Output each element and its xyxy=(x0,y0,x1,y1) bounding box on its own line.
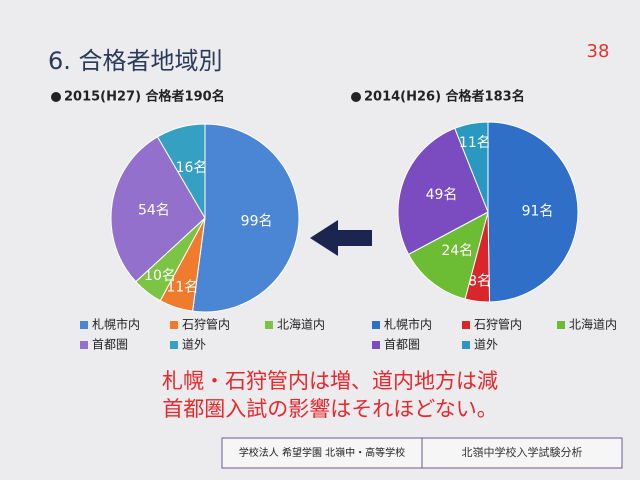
footer-school: 学校法人 希望学園 北嶺中・高等学校 xyxy=(239,446,405,459)
legend-swatch xyxy=(462,341,470,349)
legend-label: 首都圏 xyxy=(92,338,128,352)
legend-swatch xyxy=(80,341,88,349)
footer-box xyxy=(421,437,623,469)
legend-swatch xyxy=(170,341,178,349)
pie-slice xyxy=(110,136,206,283)
legend-swatch xyxy=(80,321,88,329)
legend-swatch xyxy=(557,321,565,329)
legend-label: 石狩管内 xyxy=(474,317,522,332)
pie-slice xyxy=(487,121,579,303)
footer-box xyxy=(221,437,423,469)
conclusion: 首都圏入試の影響はそれほどない。 xyxy=(162,397,498,421)
pie-slice xyxy=(454,121,489,213)
title-bullet xyxy=(351,92,361,102)
data-label: 8名 xyxy=(468,274,491,290)
legend-label: 北海道内 xyxy=(277,317,325,332)
pie-slice xyxy=(156,123,206,220)
legend-swatch xyxy=(372,341,380,349)
slide-title: 6. 合格者地域別 xyxy=(48,47,223,75)
legend-label: 首都圏 xyxy=(384,338,420,352)
legend-swatch xyxy=(265,321,273,329)
data-label: 99名 xyxy=(241,213,273,229)
footer-note: 北嶺中学校入学試験分析 xyxy=(462,445,583,459)
data-label: 54名 xyxy=(138,202,170,218)
data-label: 49名 xyxy=(426,187,458,203)
chart-title: 2014(H26) 合格者183名 xyxy=(364,89,525,105)
chart-title: 2015(H27) 合格者190名 xyxy=(64,89,225,105)
legend-label: 石狩管内 xyxy=(182,317,230,332)
page-number: 38 xyxy=(587,41,610,62)
pie-slice xyxy=(397,127,489,255)
legend-label: 札幌市内 xyxy=(384,317,432,332)
data-label: 91名 xyxy=(522,204,554,220)
legend-swatch xyxy=(372,321,380,329)
data-label: 10名 xyxy=(144,268,176,284)
pie-slice xyxy=(192,123,300,313)
title-bullet xyxy=(51,92,61,102)
data-label: 11名 xyxy=(166,280,198,296)
legend-label: 道外 xyxy=(474,338,498,352)
legend-label: 札幌市内 xyxy=(92,317,140,332)
legend-swatch xyxy=(462,321,470,329)
legend-label: 北海道内 xyxy=(569,317,617,332)
arrow xyxy=(310,220,372,256)
conclusion: 札幌・石狩管内は増、道内地方は減 xyxy=(162,369,498,393)
data-label: 11名 xyxy=(459,135,491,151)
legend-label: 道外 xyxy=(182,338,206,352)
pie-slice xyxy=(407,211,489,300)
data-label: 16名 xyxy=(176,160,208,176)
data-label: 24名 xyxy=(441,243,473,259)
legend-swatch xyxy=(170,321,178,329)
